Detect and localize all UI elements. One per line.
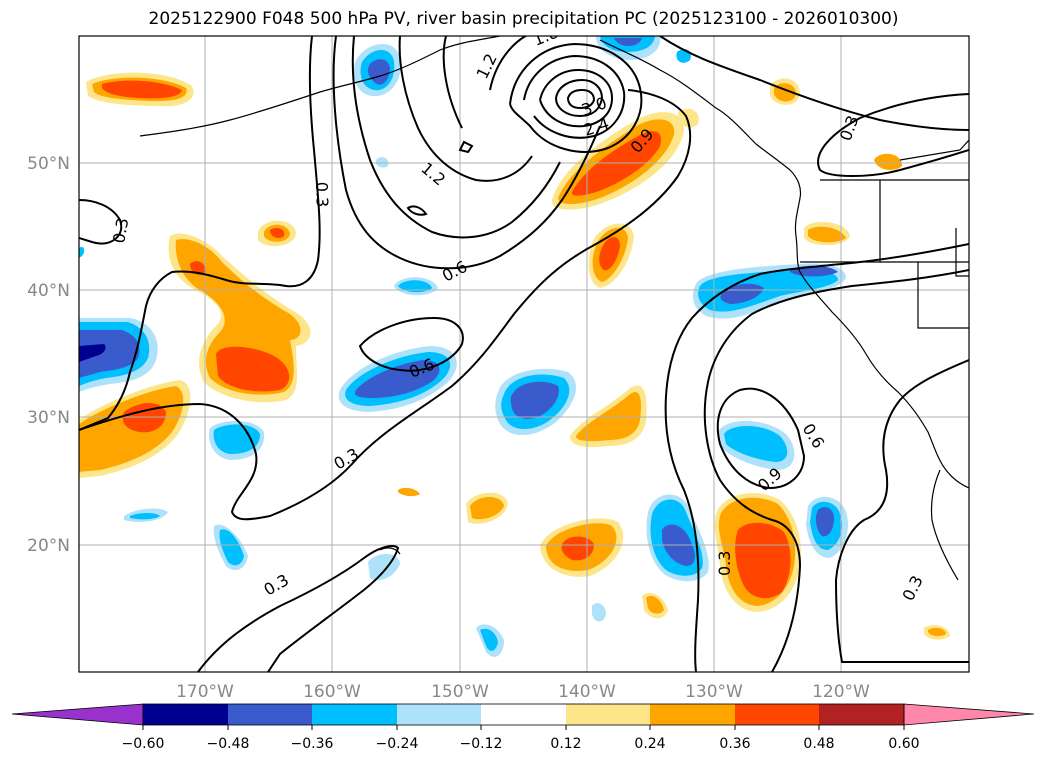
colorbar-tick-label: 0.48 (803, 736, 834, 752)
anomaly-patch (720, 283, 764, 304)
colorbar-tick-label: −0.24 (376, 736, 419, 752)
anomaly-patch (874, 153, 902, 170)
anomaly-patch (599, 237, 620, 271)
anomaly-patch (79, 330, 140, 378)
anomaly-patch (561, 536, 594, 561)
graticule (79, 36, 969, 672)
anomaly-patch (102, 80, 182, 99)
colorbar-tick-label: −0.48 (207, 736, 250, 752)
lon-label-170w: 170°W (176, 682, 234, 702)
lon-label-130w: 130°W (685, 682, 743, 702)
lon-label-120w: 120°W (812, 682, 870, 702)
anomaly-patch (614, 38, 642, 46)
latitude-labels: 50°N 40°N 30°N 20°N (27, 154, 70, 556)
colorbar-swatch (819, 704, 904, 725)
colorbar-tick-label: −0.36 (291, 736, 334, 752)
colorbar-swatch (397, 704, 481, 725)
anomaly-patch (928, 627, 946, 637)
colorbar-tick-label: 0.24 (634, 736, 665, 752)
anomaly-patch (592, 603, 606, 622)
colorbar-swatch (143, 704, 228, 725)
lon-label-160w: 160°W (303, 682, 361, 702)
anomaly-patch (216, 346, 290, 392)
anomaly-patch (130, 513, 160, 520)
anomaly-patch (213, 424, 260, 454)
contour-label: 0.3 (715, 551, 734, 576)
colorbar-low-extension (11, 703, 144, 726)
anomaly-patch (122, 403, 166, 433)
anomaly-patch (815, 507, 834, 537)
anomaly-patch (398, 280, 432, 293)
colorbar-tick-label: 0.60 (888, 736, 919, 752)
lat-label-30n: 30°N (27, 408, 70, 428)
anomaly-patch (375, 157, 389, 168)
colorbar-high-extension (903, 703, 1035, 726)
colorbar-tick-label: 0.36 (719, 736, 750, 752)
coastlines (139, 36, 969, 581)
colorbar-tick-label: 0.12 (550, 736, 581, 752)
colorbar-tick-label: −0.60 (122, 736, 165, 752)
colorbar-swatch (228, 704, 312, 725)
longitude-labels: 170°W 160°W 150°W 140°W 130°W 120°W (176, 682, 870, 702)
anomaly-patch (398, 487, 420, 497)
anomaly-patch (480, 628, 498, 651)
anomaly-patch (270, 228, 285, 238)
contour-label: 0.3 (109, 216, 132, 244)
shading-layer (79, 36, 950, 657)
colorbar: −0.60 −0.48 −0.36 −0.24 −0.12 0.12 0.24 … (11, 703, 1035, 752)
colorbar-swatch (481, 704, 566, 725)
lon-label-150w: 150°W (431, 682, 489, 702)
colorbar-swatch (566, 704, 650, 725)
lat-label-20n: 20°N (27, 536, 70, 556)
lon-label-140w: 140°W (558, 682, 616, 702)
contour-label: 0.3 (312, 181, 332, 207)
anomaly-patch (735, 522, 791, 599)
map-border (78, 35, 970, 673)
anomaly-patch (470, 497, 504, 520)
anomaly-patch (808, 226, 846, 243)
anomaly-patch (79, 344, 106, 362)
anomaly-patch (510, 381, 559, 419)
anomaly-patch (79, 246, 85, 258)
lat-label-50n: 50°N (27, 154, 70, 174)
anomaly-patch (724, 426, 788, 462)
colorbar-tick-label: −0.12 (460, 736, 503, 752)
lat-label-40n: 40°N (27, 281, 70, 301)
anomaly-patch (676, 49, 691, 63)
anomaly-patch (646, 595, 664, 614)
colorbar-swatch (735, 704, 819, 725)
anomaly-patch (219, 529, 244, 566)
colorbar-swatch (650, 704, 735, 725)
colorbar-swatch (312, 704, 397, 725)
pv-contours (79, 36, 969, 672)
chart-title: 2025122900 F048 500 hPa PV, river basin … (148, 9, 899, 29)
